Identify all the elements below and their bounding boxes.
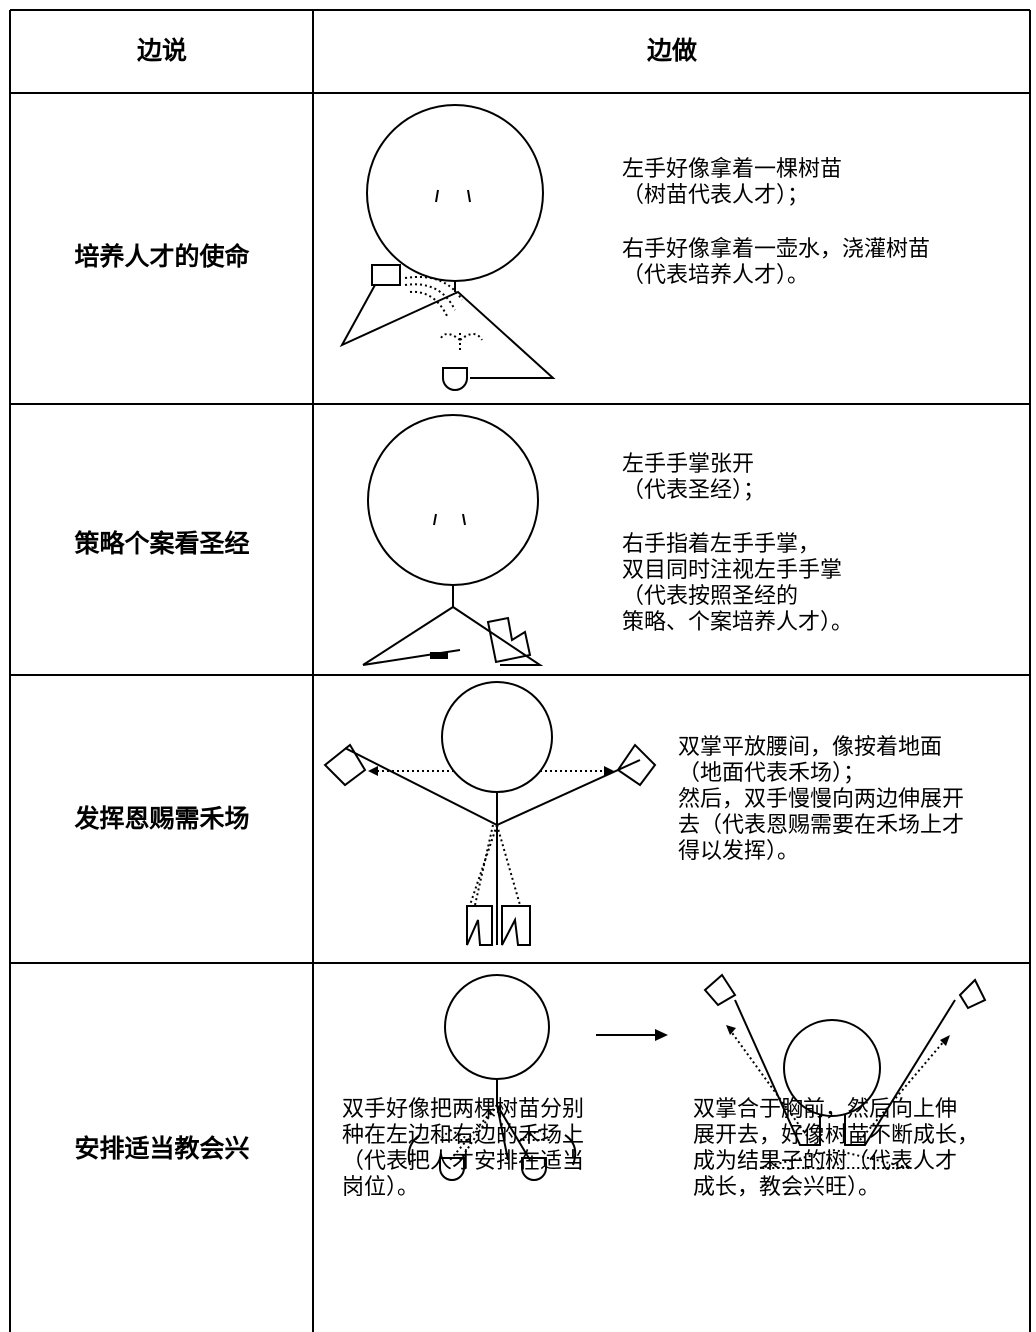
description-line: 双手好像把两棵树苗分别 <box>342 1097 584 1122</box>
description-line: （地面代表禾场）； <box>678 761 865 786</box>
header-cell: 边说 <box>137 36 187 65</box>
figure-planting <box>407 974 668 1181</box>
header-cell: 边做 <box>647 36 697 65</box>
row-label: 策略个案看圣经 <box>74 529 249 558</box>
description-line: 双掌合于胸前，然后向上伸 <box>693 1097 957 1122</box>
description-line: 展开去，好像树苗不断成长， <box>693 1123 979 1148</box>
description-line: （代表按照圣经的 <box>622 584 798 609</box>
description-line: 岗位）。 <box>342 1175 419 1200</box>
description-line: 双掌平放腰间，像按着地面 <box>678 735 942 760</box>
row-label: 安排适当教会兴 <box>74 1134 249 1163</box>
description-line: （树苗代表人才）； <box>622 183 809 208</box>
description-line: 成为结果子的树（代表人才 <box>693 1149 957 1174</box>
description-line: 去（代表恩赐需要在禾场上才 <box>678 813 964 838</box>
row-label: 培养人才的使命 <box>74 242 250 271</box>
description-line: 双目同时注视左手手掌 <box>622 558 842 583</box>
figure-bible <box>362 414 544 666</box>
description-line: 然后，双手慢慢向两边伸展开 <box>678 787 964 812</box>
description-line: 右手好像拿着一壶水，浇灌树苗 <box>622 236 930 262</box>
description-line: （代表把人才安排在适当 <box>342 1149 584 1174</box>
description-line: 策略、个案培养人才）。 <box>622 610 853 635</box>
description-line: 种在左边和右边的禾场上 <box>342 1123 584 1148</box>
figure-watering <box>339 104 556 391</box>
description-line: 左手好像拿着一棵树苗 <box>622 156 842 182</box>
description-line: 左手手掌张开 <box>622 452 754 477</box>
description-line: 得以发挥）。 <box>678 839 799 864</box>
description-line: （代表圣经）； <box>622 478 765 503</box>
figure-field <box>323 681 657 946</box>
description-line: （代表培养人才）。 <box>622 263 809 288</box>
table-grid <box>9 9 1031 1332</box>
description-line: 右手指着左手手掌， <box>622 532 820 557</box>
description-line: 成长，教会兴旺）。 <box>693 1175 880 1200</box>
figure-growing <box>703 973 987 1169</box>
row-label: 发挥恩赐需禾场 <box>73 804 249 833</box>
